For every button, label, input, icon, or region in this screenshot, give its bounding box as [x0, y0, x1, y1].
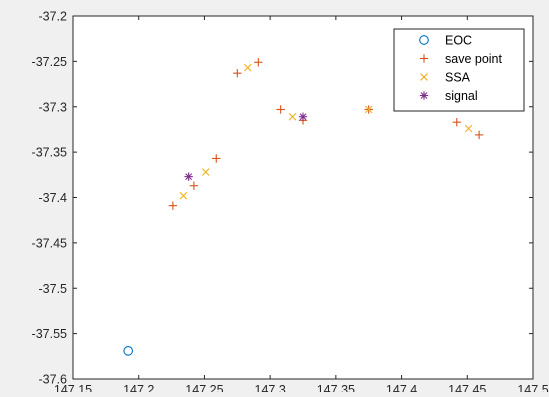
legend-marker-signal [419, 91, 429, 100]
point-save-point-9 [452, 117, 461, 127]
legend-box [393, 28, 525, 112]
point-eoc-1 [123, 346, 134, 356]
y-tick-label: -37.25 [32, 55, 67, 69]
y-tick-label: -37.55 [32, 327, 67, 341]
x-tick-label: 147.3 [255, 383, 286, 392]
point-signal-1 [184, 172, 193, 181]
point-ssa-6 [464, 124, 473, 133]
legend-marker-save-point [419, 54, 429, 63]
point-save-point-2 [189, 181, 199, 190]
y-tick-label: -37.45 [32, 236, 67, 250]
point-ssa-2 [201, 168, 210, 176]
legend-marker-eoc [419, 35, 429, 45]
legend-item-signal: signal [419, 89, 478, 103]
data-marks [123, 58, 484, 356]
point-save-point-6 [276, 105, 285, 114]
y-tick-label: -37.6 [39, 373, 68, 387]
legend: EOC save point SSA signal [393, 28, 525, 112]
x-tick-label: 147.45 [448, 383, 486, 392]
y-tick-label: -37.3 [39, 100, 68, 114]
x-tick-label: 147.5 [517, 383, 548, 392]
legend-label: save point [445, 52, 503, 66]
legend-label: SSA [445, 71, 471, 85]
y-tick-label: -37.35 [32, 146, 67, 160]
y-tick-label: -37.2 [39, 10, 68, 24]
point-ssa-3 [243, 63, 252, 72]
legend-item-save-point: save point [419, 52, 503, 66]
y-tick-label: -37.4 [39, 191, 68, 205]
point-save-point-5 [254, 58, 263, 67]
x-tick-label: 147.2 [123, 383, 154, 392]
point-save-point-1 [168, 201, 178, 210]
point-save-point-4 [233, 68, 242, 78]
series-ssa [179, 63, 473, 200]
point-signal-2 [298, 112, 308, 121]
y-tick-label: -37.5 [39, 282, 68, 296]
legend-label: signal [445, 89, 478, 103]
series-eoc [123, 346, 134, 356]
legend-label: EOC [445, 34, 472, 48]
point-ssa-4 [288, 112, 297, 121]
point-ssa-5 [364, 105, 373, 114]
x-tick-label: 147.35 [317, 383, 355, 392]
x-tick-label: 147.25 [185, 383, 223, 392]
legend-item-ssa: SSA [420, 71, 471, 85]
x-tick-label: 147.4 [386, 383, 417, 392]
series-signal [184, 112, 308, 181]
point-save-point-10 [474, 130, 484, 140]
point-save-point-3 [212, 154, 221, 163]
legend-marker-ssa [420, 73, 428, 81]
legend-item-eoc: EOC [419, 34, 472, 48]
point-ssa-1 [179, 191, 188, 200]
